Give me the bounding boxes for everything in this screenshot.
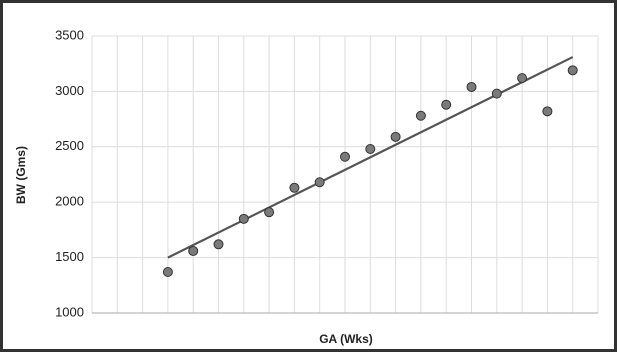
y-tick-label: 1000 xyxy=(55,304,84,319)
point xyxy=(289,182,300,193)
point xyxy=(517,73,528,84)
point xyxy=(441,99,452,110)
point xyxy=(238,213,249,224)
y-tick-label: 2000 xyxy=(55,194,84,209)
point xyxy=(567,65,578,76)
point xyxy=(415,110,426,121)
y-tick-label: 1500 xyxy=(55,249,84,264)
x-axis-title: GA (Wks) xyxy=(319,332,373,346)
point xyxy=(264,207,275,218)
point xyxy=(340,151,350,162)
point xyxy=(213,239,224,250)
y-axis-title: BW (Gms) xyxy=(14,146,28,204)
y-tick-label: 2500 xyxy=(55,138,84,153)
y-tick-label: 3500 xyxy=(55,27,84,42)
point xyxy=(491,88,502,99)
point xyxy=(365,144,376,155)
trend-line xyxy=(167,56,574,259)
point xyxy=(542,106,553,117)
point xyxy=(390,131,401,142)
point xyxy=(188,245,199,256)
point xyxy=(162,267,173,278)
y-tick-label: 3000 xyxy=(55,83,84,98)
point xyxy=(466,81,477,92)
point xyxy=(314,177,325,188)
